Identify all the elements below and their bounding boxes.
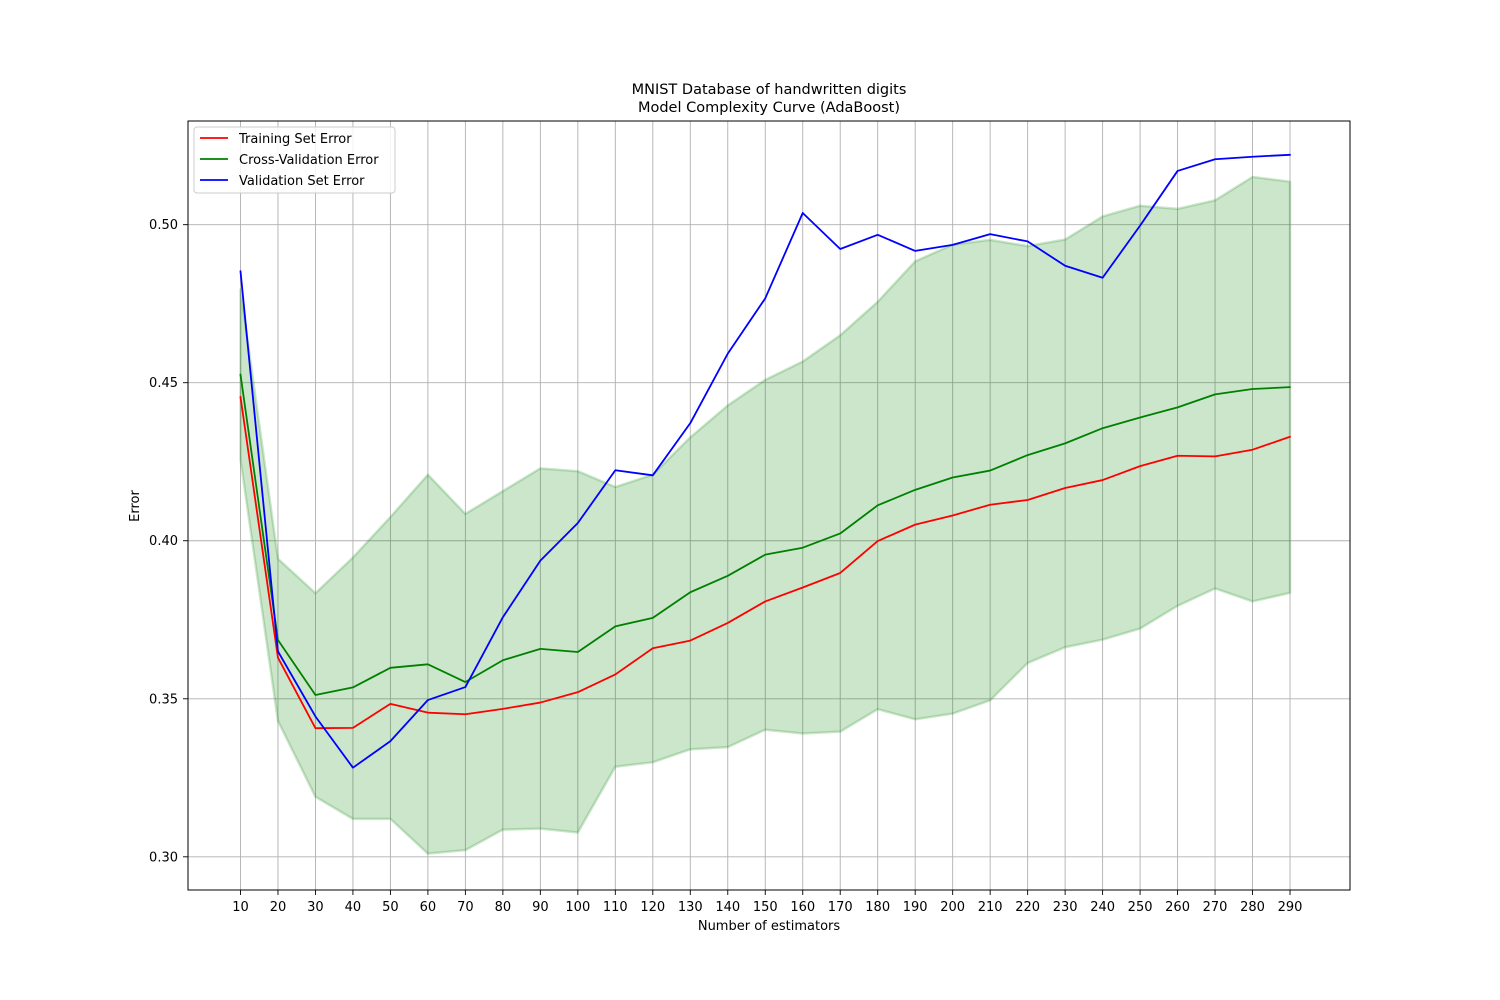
plot-background [188,121,1350,890]
chart-subtitle: Model Complexity Curve (AdaBoost) [638,100,900,116]
y-tick-label: 0.30 [149,850,178,865]
x-tick-label: 60 [420,900,437,915]
legend-label-cross-validation: Cross-Validation Error [239,153,379,168]
x-tick-label: 160 [790,900,815,915]
training-set-error-line [239,396,1291,730]
x-tick-label: 220 [1015,900,1040,915]
x-tick-label: 260 [1165,900,1190,915]
y-axis-label: Error [128,490,143,522]
x-tick-label: 10 [232,900,249,915]
x-tick-label: 250 [1128,900,1153,915]
gridlines [188,121,1350,890]
x-axis: 10 20 30 40 50 60 70 80 90 100 110 120 130 140 150 160 1… [232,890,1302,915]
legend-label-validation: Validation Set Error [239,174,365,189]
y-tick-label: 0.45 [149,376,178,391]
x-tick-label: 210 [978,900,1003,915]
x-tick-label: 40 [345,900,362,915]
legend-box [193,126,396,194]
x-tick-label: 150 [753,900,778,915]
x-tick-label: 20 [270,900,287,915]
x-tick-label: 110 [603,900,628,915]
x-tick-label: 130 [678,900,703,915]
x-tick-label: 80 [495,900,512,915]
chart-title: MNIST Database of handwritten digits [632,82,907,98]
x-tick-label: 140 [715,900,740,915]
legend-label-training: Training Set Error [238,132,352,147]
x-tick-label: 230 [1053,900,1078,915]
x-tick-label: 170 [828,900,853,915]
x-tick-label: 50 [382,900,399,915]
x-axis-label: Number of estimators [698,919,841,934]
x-tick-label: 30 [307,900,324,915]
x-tick-label: 200 [940,900,965,915]
x-tick-label: 240 [1090,900,1115,915]
cross-validation-error-line [239,373,1291,696]
x-tick-label: 290 [1278,900,1303,915]
x-tick-label: 70 [457,900,474,915]
x-tick-label: 280 [1240,900,1265,915]
cv-std-band [239,175,1292,855]
plot-area [187,120,1351,891]
y-tick-label: 0.50 [149,218,178,233]
legend: Training Set Error Cross-Validation Erro… [193,126,396,194]
x-tick-label: 120 [640,900,665,915]
x-tick-label: 190 [903,900,928,915]
y-tick-label: 0.35 [149,692,178,707]
x-tick-label: 270 [1203,900,1228,915]
x-tick-label: 100 [565,900,590,915]
x-tick-label: 180 [865,900,890,915]
confidence-band [239,175,1292,855]
plot-frame [187,120,1351,891]
validation-set-error-line [239,153,1291,769]
x-tick-label: 90 [532,900,549,915]
y-axis: 0.30 0.35 0.40 0.45 0.50 [149,218,188,865]
series-lines [239,153,1291,769]
y-tick-label: 0.40 [149,534,178,549]
